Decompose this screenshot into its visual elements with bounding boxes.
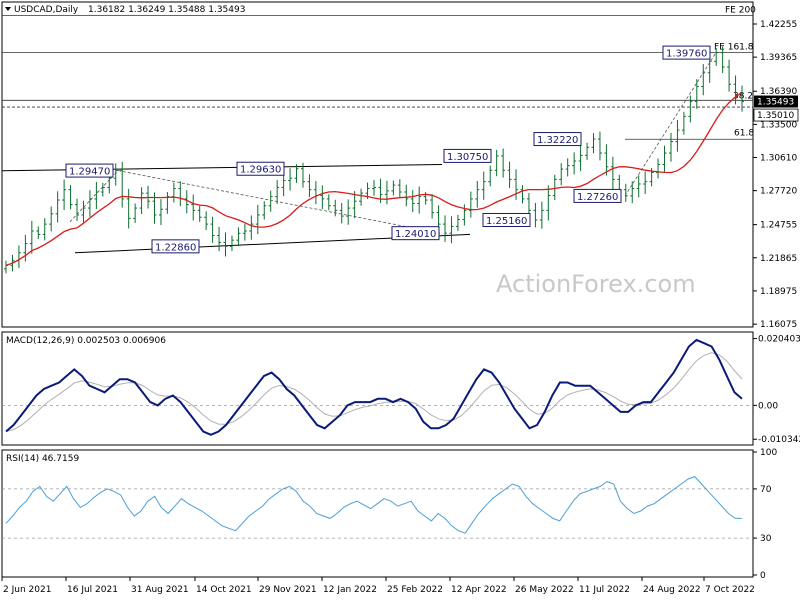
level-label-text: 1.32220 [537, 135, 578, 146]
moving-average-line [5, 92, 743, 267]
level-label-box [482, 212, 531, 227]
price-y-axis: 1.42255 1.39365 1.36390 1.33500 1.30610 1.277… [753, 20, 799, 330]
rsi-y-tick-label: 0 [760, 571, 766, 581]
price-y-tick-label: 1.33500 [760, 120, 797, 130]
level-label-box [662, 45, 711, 60]
fib-label: 61.8 [734, 128, 754, 138]
x-tick-label: 14 Oct 2021 [196, 585, 252, 595]
macd-y-tick-label: 0.00 [758, 401, 778, 411]
rsi-y-tick-label: 30 [760, 534, 772, 544]
macd-signal-line [5, 352, 743, 432]
current-price-label: 1.35493 [757, 98, 794, 108]
price-y-tick-label: 1.27720 [760, 187, 797, 197]
rsi-y-tick-label: 70 [760, 485, 772, 495]
watermark-text: ActionForex.com [496, 270, 696, 298]
x-tick-label: 11 Jul 2022 [579, 585, 630, 595]
macd-y-axis: 0.020403 0.00 -0.010342 [753, 335, 800, 445]
price-guides: FE 200 FE 161.8 38.2 61.8 [1, 5, 756, 254]
x-tick-label: 12 Jan 2022 [323, 585, 377, 595]
price-candles [4, 46, 744, 274]
x-tick-label: 12 Apr 2022 [451, 585, 507, 595]
x-tick-label: 29 Nov 2021 [259, 585, 317, 595]
rsi-y-tick-label: 100 [760, 448, 777, 458]
level-label-box [65, 163, 114, 178]
level-label-text: 1.27260 [577, 192, 618, 203]
price-y-tick-label: 1.16075 [760, 320, 797, 330]
collapse-triangle-icon[interactable] [5, 7, 11, 11]
projection-dashed-c [624, 52, 717, 197]
level-label-box [236, 161, 285, 176]
price-y-tick-label: 1.30610 [760, 154, 797, 164]
price-y-tick-label: 1.36390 [760, 87, 797, 97]
x-tick-label: 26 May 2022 [515, 585, 574, 595]
level-label-text: 1.30750 [447, 152, 488, 163]
price-y-tick-label: 1.21865 [760, 254, 797, 264]
price-header-symbol: USDCAD,Daily [14, 5, 79, 15]
fib-label: 38.2 [733, 91, 753, 101]
level-label-box [151, 239, 200, 254]
macd-main-line [5, 338, 743, 436]
rsi-y-axis: 100 70 30 0 [753, 448, 777, 581]
level-label-box [573, 188, 622, 203]
current-price-box [754, 95, 798, 108]
level-label-text: 1.39760 [666, 49, 707, 60]
fib-label: FE 161.8 [714, 43, 754, 53]
level-label-text: 1.25160 [486, 216, 527, 227]
macd-y-tick-label: -0.010342 [758, 435, 800, 445]
level-label-box [391, 226, 440, 241]
price-header-ohlc: 1.36182 1.36249 1.35488 1.35493 [88, 5, 245, 15]
price-y-tick-label: 1.24755 [760, 221, 797, 231]
level-label-box [443, 148, 492, 163]
rsi-lines [2, 476, 753, 539]
rsi-header: RSI(14) 46.7159 [6, 454, 79, 464]
level-label-box [533, 132, 582, 147]
price-marker-box [753, 108, 799, 122]
level-label-text: 1.24010 [395, 229, 436, 240]
x-tick-label: 25 Feb 2022 [387, 585, 443, 595]
price-level-labels: 1.29470 1.22860 1.29630 1.24010 1.30750 1.251… [65, 45, 711, 254]
level-label-text: 1.29630 [240, 165, 281, 176]
macd-y-tick-label: 0.020403 [758, 335, 800, 345]
x-tick-label: 24 Aug 2022 [643, 585, 701, 595]
macd-lines [2, 338, 753, 436]
price-y-tick-label: 1.42255 [760, 20, 797, 30]
date-x-axis: 2 Jun 2021 16 Jul 2021 31 Aug 2021 14 Oct 2… [1, 577, 755, 595]
price-y-tick-label: 1.39365 [760, 53, 797, 63]
projection-dashed-b [69, 170, 119, 223]
rsi-line [5, 476, 742, 534]
price-marker-label: 1.35010 [757, 111, 794, 121]
x-tick-label: 31 Aug 2021 [131, 585, 189, 595]
x-tick-label: 7 Oct 2022 [705, 585, 755, 595]
x-tick-label: 16 Jul 2021 [67, 585, 118, 595]
price-y-tick-label: 1.18975 [760, 287, 797, 297]
macd-panel-frame [1, 331, 754, 446]
x-tick-label: 2 Jun 2021 [3, 585, 51, 595]
macd-header: MACD(12,26,9) 0.002503 0.006906 [6, 336, 166, 346]
fib-label: FE 200 [725, 5, 756, 15]
moving-average [5, 92, 743, 267]
level-label-text: 1.29470 [69, 167, 110, 178]
rsi-panel-frame [1, 449, 754, 578]
level-label-text: 1.22860 [155, 242, 196, 253]
price-panel-frame [1, 1, 754, 328]
